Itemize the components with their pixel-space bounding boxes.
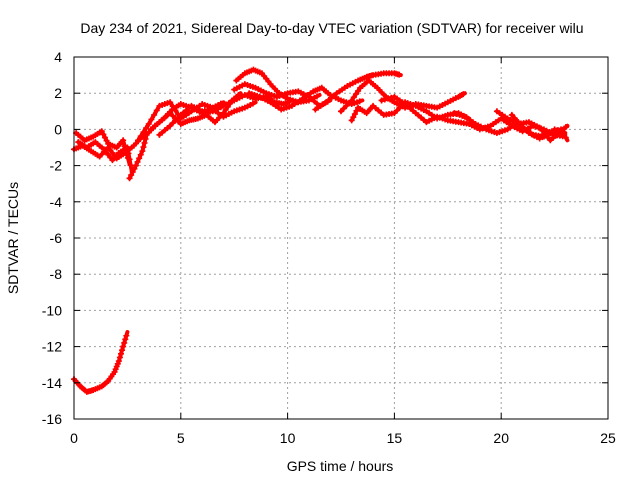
- data-point: [348, 117, 355, 124]
- data-point: [120, 137, 127, 144]
- data-point: [217, 100, 224, 107]
- grid: [74, 57, 608, 419]
- data-point: [98, 128, 105, 135]
- data-point: [249, 100, 256, 107]
- data-point: [101, 134, 108, 141]
- data-point: [126, 156, 133, 163]
- data-point: [141, 139, 148, 146]
- x-tick-label: 10: [280, 430, 296, 446]
- x-tick-label: 5: [177, 430, 185, 446]
- data-point: [169, 103, 176, 110]
- data-point: [313, 93, 320, 100]
- data-point: [384, 95, 391, 102]
- y-tick-label: -2: [50, 158, 63, 174]
- data-point: [356, 98, 363, 105]
- data-point: [140, 144, 147, 151]
- data-point: [119, 347, 126, 354]
- data-point: [115, 358, 122, 365]
- data-point: [508, 111, 515, 118]
- data-point: [126, 175, 133, 182]
- data-point: [350, 94, 357, 101]
- data-point: [124, 144, 131, 151]
- axis-ticks: 0 5 10 15 20 25 -16 -14 -12 -10 -8 -6 -4 -2 0 2 4: [42, 49, 616, 446]
- data-point: [123, 332, 130, 339]
- data-point: [514, 118, 521, 125]
- data-point: [134, 158, 141, 165]
- data-point: [536, 124, 543, 131]
- data-point: [353, 107, 360, 114]
- y-axis-title: SDTVAR / TECUs: [5, 182, 21, 294]
- data-point: [148, 116, 155, 123]
- data-point: [348, 97, 355, 104]
- data-point: [355, 87, 362, 94]
- data-point: [137, 151, 144, 158]
- data-point: [562, 134, 569, 141]
- data-point: [539, 127, 546, 134]
- x-tick-label: 25: [600, 430, 616, 446]
- y-tick-label: 0: [54, 121, 62, 137]
- y-tick-label: 2: [54, 85, 62, 101]
- y-tick-label: -4: [50, 194, 63, 210]
- data-point: [125, 150, 132, 157]
- chart-title: Day 234 of 2021, Sidereal Day-to-day VTE…: [80, 20, 583, 36]
- data-point: [352, 91, 359, 98]
- data-point: [131, 165, 138, 172]
- data-point: [396, 71, 403, 78]
- data-point: [350, 114, 357, 121]
- x-tick-label: 15: [387, 430, 403, 446]
- data-point: [224, 103, 231, 110]
- x-tick-label: 20: [493, 430, 509, 446]
- data-point: [151, 111, 158, 118]
- data-point: [145, 120, 152, 127]
- y-tick-label: -16: [42, 411, 62, 427]
- series-layer: [71, 66, 570, 395]
- x-tick-label: 0: [70, 430, 78, 446]
- data-point: [120, 343, 127, 350]
- data-point: [132, 162, 139, 169]
- data-point: [167, 99, 174, 106]
- data-point: [121, 339, 128, 346]
- data-point: [378, 97, 385, 104]
- y-tick-label: -10: [42, 302, 62, 318]
- data-point: [117, 350, 124, 357]
- y-tick-label: -12: [42, 339, 62, 355]
- data-point: [100, 131, 107, 138]
- data-point: [128, 172, 135, 179]
- data-point: [153, 107, 160, 114]
- data-point: [116, 354, 123, 361]
- data-point: [511, 115, 518, 122]
- data-point: [127, 162, 134, 169]
- data-point: [235, 92, 242, 99]
- data-point: [137, 133, 144, 140]
- data-point: [381, 96, 388, 103]
- y-tick-label: -8: [50, 266, 63, 282]
- data-point: [139, 148, 146, 155]
- y-tick-label: 4: [54, 49, 62, 65]
- data-point: [135, 137, 142, 144]
- data-point: [562, 124, 569, 131]
- y-tick-label: -6: [50, 230, 63, 246]
- data-point: [226, 100, 233, 107]
- data-point: [460, 91, 467, 98]
- data-point: [222, 106, 229, 113]
- data-point: [103, 137, 110, 144]
- data-point: [142, 135, 149, 142]
- data-point: [129, 168, 136, 175]
- data-point: [388, 94, 395, 101]
- data-point: [516, 121, 523, 128]
- data-point: [143, 125, 150, 132]
- data-point: [559, 129, 566, 136]
- data-point: [140, 129, 147, 136]
- data-point: [122, 336, 129, 343]
- y-tick-label: -14: [42, 375, 62, 391]
- x-axis-title: GPS time / hours: [287, 458, 394, 474]
- data-point: [351, 111, 358, 118]
- data-point: [136, 155, 143, 162]
- data-point: [172, 107, 179, 114]
